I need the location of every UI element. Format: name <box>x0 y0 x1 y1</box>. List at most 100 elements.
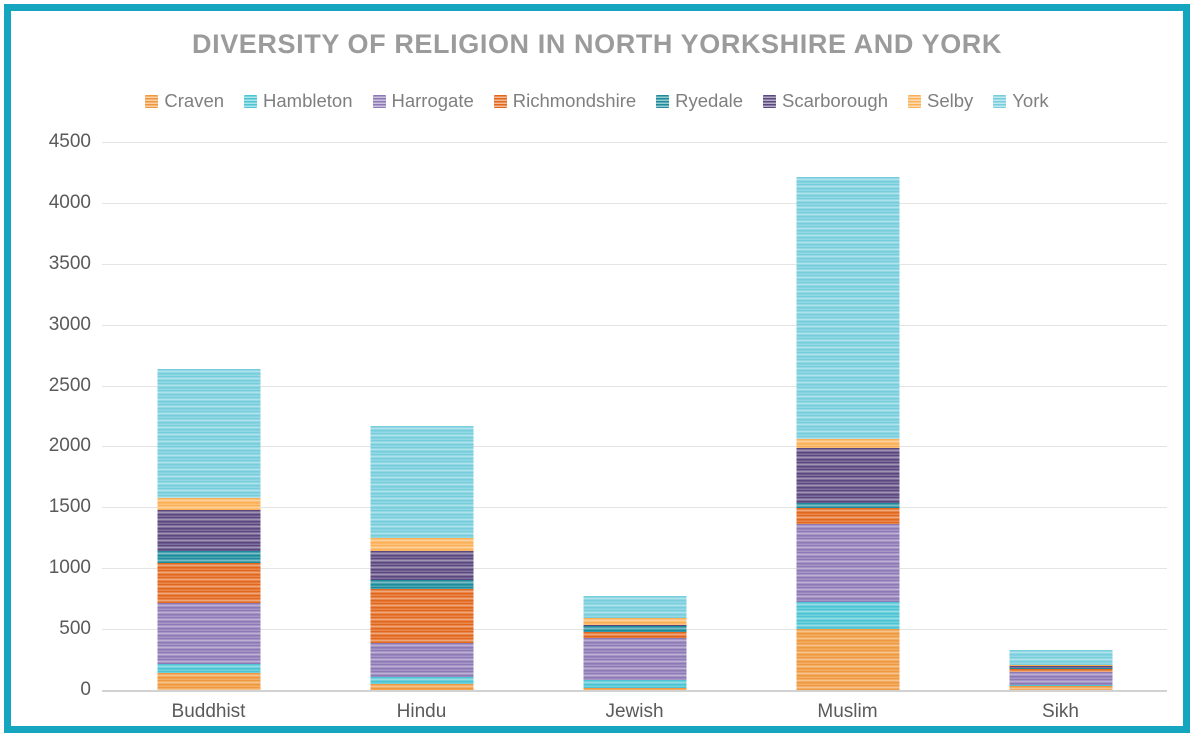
legend-swatch-icon <box>145 94 159 108</box>
gridline <box>102 324 1167 326</box>
bar-group-sikh: Sikh <box>954 142 1167 722</box>
legend-item-label: Richmondshire <box>512 90 637 111</box>
bar-segment-craven[interactable] <box>583 687 686 690</box>
y-axis-tick-label: 2500 <box>48 374 91 396</box>
bar-segment-york[interactable] <box>583 595 686 618</box>
bar-segment-ryedale[interactable] <box>370 580 473 589</box>
bar-segment-ryedale[interactable] <box>157 550 260 563</box>
x-axis-tick-label: Jewish <box>605 701 664 722</box>
axis-baseline <box>102 690 1167 692</box>
legend-item-label: Harrogate <box>391 90 474 111</box>
bar-segment-ryedale[interactable] <box>1009 667 1112 669</box>
legend-swatch-icon <box>493 94 507 108</box>
bar-segment-craven[interactable] <box>370 683 473 690</box>
gridline <box>102 446 1167 448</box>
bar-segment-richmondshire[interactable] <box>157 562 260 603</box>
bar-segment-york[interactable] <box>1009 649 1112 665</box>
bar-segment-richmondshire[interactable] <box>796 507 899 524</box>
bar-segment-harrogate[interactable] <box>583 637 686 681</box>
legend-item-hambleton[interactable]: Hambleton <box>244 91 353 111</box>
legend-item-scarborough[interactable]: Scarborough <box>763 90 888 111</box>
bar-segment-selby[interactable] <box>370 537 473 552</box>
bar-segment-hambleton[interactable] <box>157 663 260 673</box>
legend-swatch-icon <box>993 94 1007 108</box>
bar-group-hindu: Hindu <box>315 142 528 722</box>
legend-item-harrogate[interactable]: Harrogate <box>372 90 474 111</box>
bar-segment-york[interactable] <box>370 426 473 538</box>
bar-segment-craven[interactable] <box>796 629 899 690</box>
legend-item-selby[interactable]: Selby <box>907 90 974 111</box>
bar-segment-york[interactable] <box>157 369 260 499</box>
bar-segment-hambleton[interactable] <box>370 676 473 684</box>
bar-segment-scarborough[interactable] <box>157 510 260 551</box>
stacked-bar[interactable] <box>157 369 260 690</box>
gridline <box>102 385 1167 387</box>
x-axis-tick-label: Sikh <box>1042 701 1079 722</box>
legend-item-ryedale[interactable]: Ryedale <box>656 90 744 111</box>
legend-item-craven[interactable]: Craven <box>145 90 225 111</box>
gridline <box>102 202 1167 204</box>
bar-segment-selby[interactable] <box>796 438 899 449</box>
bar-segment-ryedale[interactable] <box>583 626 686 633</box>
legend-item-label: Craven <box>164 90 225 111</box>
chart-legend: Craven Hambleton Harrogate Richmondshire Rye… <box>11 90 1183 111</box>
bar-segment-harrogate[interactable] <box>157 602 260 664</box>
bar-segment-harrogate[interactable] <box>1009 672 1112 685</box>
bar-segment-craven[interactable] <box>157 672 260 690</box>
legend-swatch-icon <box>372 94 386 108</box>
chart-canvas: DIVERSITY OF RELIGION IN NORTH YORKSHIRE… <box>11 11 1183 726</box>
bar-segment-harrogate[interactable] <box>370 642 473 677</box>
gridline <box>102 568 1167 570</box>
stacked-bar[interactable] <box>796 176 899 690</box>
legend-item-label: Ryedale <box>675 90 744 111</box>
legend-swatch-icon <box>763 94 777 108</box>
legend-item-label: Selby <box>926 90 974 111</box>
gridline <box>102 507 1167 509</box>
y-axis-tick-label: 1000 <box>48 557 91 579</box>
y-axis-tick-label: 4500 <box>48 131 91 152</box>
chart-border-frame: DIVERSITY OF RELIGION IN NORTH YORKSHIRE… <box>4 4 1190 733</box>
legend-item-label: York <box>1012 90 1049 111</box>
bar-segment-selby[interactable] <box>1009 664 1112 667</box>
y-axis-tick-label: 4000 <box>48 191 91 213</box>
x-axis-tick-label: Hindu <box>396 701 447 722</box>
plot-area: 0 500 1000 1500 2000 2500 3000 3500 4000 4500 Bud… <box>49 131 1167 722</box>
legend-swatch-icon <box>907 94 921 108</box>
legend-item-york[interactable]: York <box>993 90 1049 111</box>
bar-group-buddhist: Buddhist <box>102 142 315 722</box>
bar-segment-richmondshire[interactable] <box>1009 668 1112 673</box>
y-axis-tick-label: 1500 <box>48 496 91 518</box>
bar-segment-scarborough[interactable] <box>1009 666 1112 668</box>
gridline <box>102 142 1167 143</box>
bar-segment-hambleton[interactable] <box>1009 684 1112 687</box>
stacked-bar[interactable] <box>1009 649 1112 690</box>
bar-segment-selby[interactable] <box>157 498 260 511</box>
bar-segment-hambleton[interactable] <box>583 680 686 688</box>
stacked-bar[interactable] <box>370 426 473 690</box>
x-axis-tick-label: Muslim <box>817 701 878 722</box>
legend-swatch-icon <box>656 94 670 108</box>
x-axis-tick-label: Buddhist <box>171 701 246 722</box>
bar-segment-scarborough[interactable] <box>583 624 686 627</box>
bar-segment-hambleton[interactable] <box>796 601 899 630</box>
legend-item-richmondshire[interactable]: Richmondshire <box>493 90 637 111</box>
bar-segment-york[interactable] <box>796 176 899 439</box>
bar-group-jewish: Jewish <box>528 142 741 722</box>
gridline <box>102 263 1167 265</box>
bar-segment-scarborough[interactable] <box>796 448 899 504</box>
bar-segment-scarborough[interactable] <box>370 551 473 581</box>
bar-group-muslim: Muslim <box>741 142 954 722</box>
bar-segment-harrogate[interactable] <box>796 523 899 602</box>
bar-segment-selby[interactable] <box>583 617 686 625</box>
bar-segment-richmondshire[interactable] <box>370 588 473 643</box>
bar-series-group: Buddhist Hindu Jewish Muslim Sikh <box>102 142 1167 722</box>
chart-title: DIVERSITY OF RELIGION IN NORTH YORKSHIRE… <box>192 29 1002 59</box>
y-axis-tick-label: 3000 <box>48 313 91 335</box>
y-axis-tick-label: 0 <box>80 679 91 700</box>
bar-segment-ryedale[interactable] <box>796 503 899 508</box>
stacked-bar[interactable] <box>583 595 686 690</box>
legend-item-label: Scarborough <box>782 90 888 111</box>
y-axis-tick-label: 500 <box>59 618 91 640</box>
bar-segment-richmondshire[interactable] <box>583 632 686 638</box>
bar-segment-craven[interactable] <box>1009 686 1112 690</box>
